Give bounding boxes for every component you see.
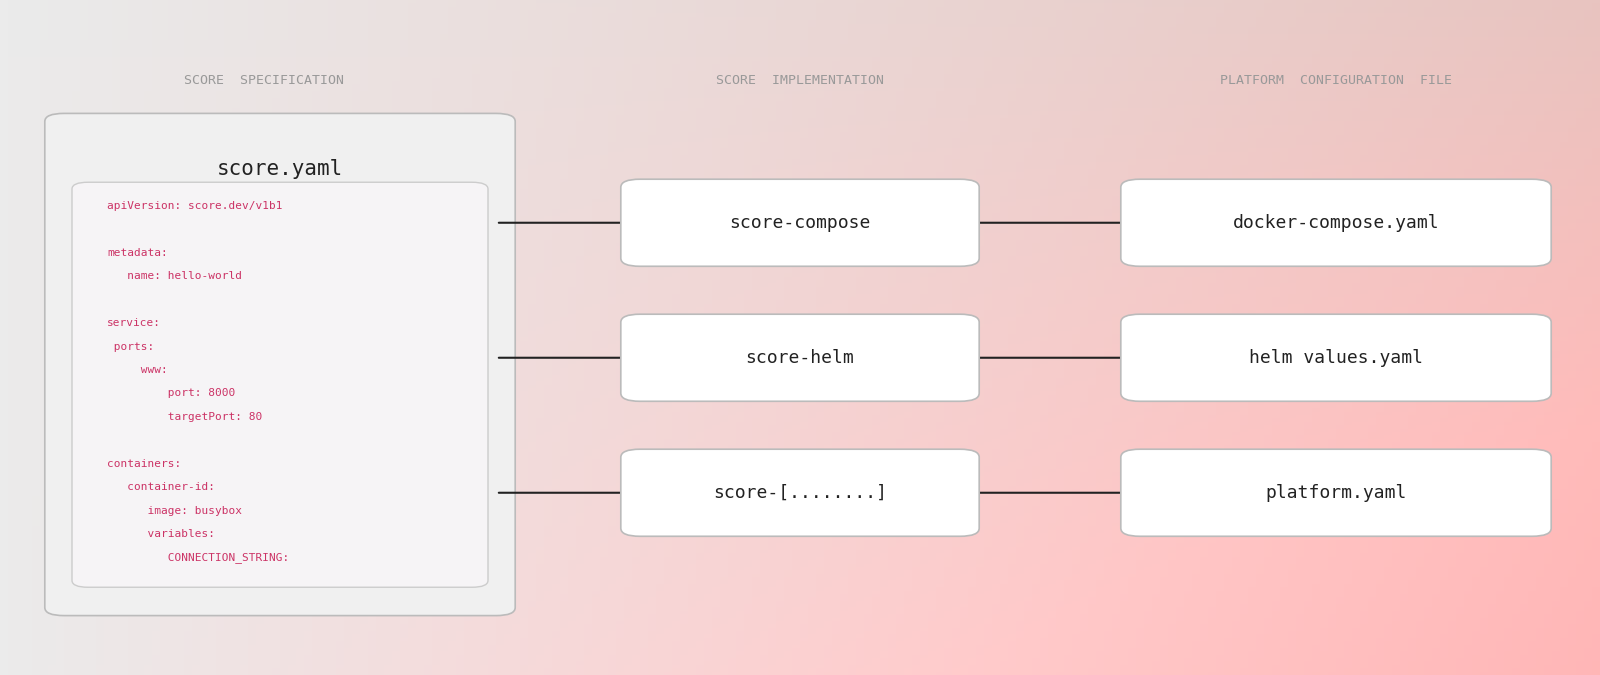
- Text: metadata:: metadata:: [107, 248, 168, 258]
- Text: variables:: variables:: [107, 529, 214, 539]
- Text: score.yaml: score.yaml: [218, 159, 342, 179]
- Text: SCORE  SPECIFICATION: SCORE SPECIFICATION: [184, 74, 344, 88]
- FancyBboxPatch shape: [621, 315, 979, 401]
- Text: apiVersion: score.dev/v1b1: apiVersion: score.dev/v1b1: [107, 201, 283, 211]
- Text: containers:: containers:: [107, 459, 181, 468]
- Text: name: hello-world: name: hello-world: [107, 271, 242, 281]
- Text: port: 8000: port: 8000: [107, 389, 235, 398]
- Text: docker-compose.yaml: docker-compose.yaml: [1232, 214, 1440, 232]
- Text: PLATFORM  CONFIGURATION  FILE: PLATFORM CONFIGURATION FILE: [1221, 74, 1453, 88]
- Text: CONNECTION_STRING:: CONNECTION_STRING:: [107, 552, 290, 563]
- Text: image: busybox: image: busybox: [107, 506, 242, 516]
- Text: www:: www:: [107, 365, 168, 375]
- Text: SCORE  IMPLEMENTATION: SCORE IMPLEMENTATION: [717, 74, 883, 88]
- Text: score-[........]: score-[........]: [714, 484, 886, 502]
- Text: service:: service:: [107, 318, 162, 328]
- Text: container-id:: container-id:: [107, 482, 214, 492]
- FancyBboxPatch shape: [621, 179, 979, 266]
- FancyBboxPatch shape: [1120, 179, 1550, 266]
- Text: helm values.yaml: helm values.yaml: [1250, 349, 1422, 367]
- Text: targetPort: 80: targetPort: 80: [107, 412, 262, 422]
- Text: score-compose: score-compose: [730, 214, 870, 232]
- FancyBboxPatch shape: [1120, 315, 1550, 401]
- FancyBboxPatch shape: [72, 182, 488, 587]
- FancyBboxPatch shape: [45, 113, 515, 616]
- Text: platform.yaml: platform.yaml: [1266, 484, 1406, 502]
- Text: ports:: ports:: [107, 342, 155, 352]
- FancyBboxPatch shape: [1120, 450, 1550, 536]
- FancyBboxPatch shape: [621, 450, 979, 536]
- Text: score-helm: score-helm: [746, 349, 854, 367]
